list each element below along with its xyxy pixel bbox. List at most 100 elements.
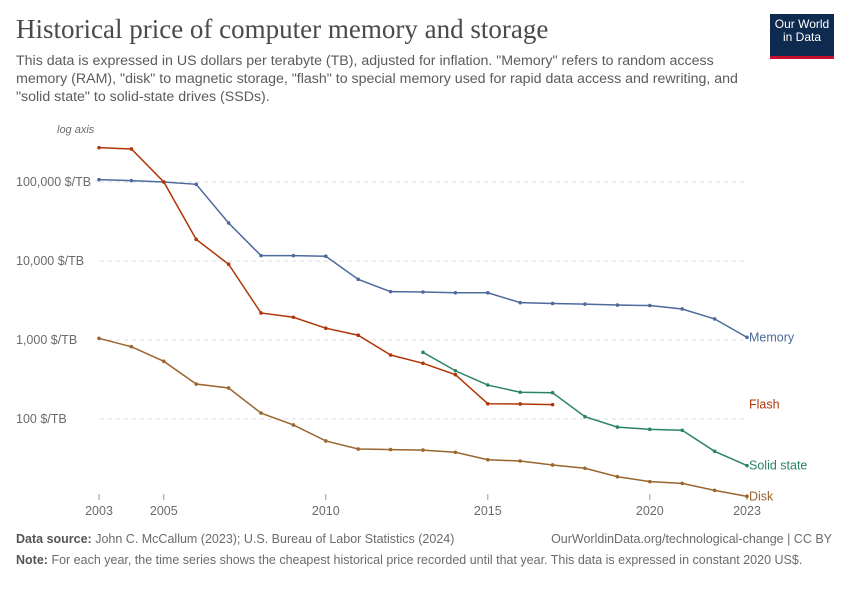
data-point (615, 425, 620, 429)
data-point (680, 307, 684, 311)
data-point (162, 359, 166, 364)
data-point (356, 333, 361, 338)
data-point (712, 488, 717, 493)
data-point (162, 180, 166, 184)
data-point (97, 145, 101, 150)
url-license[interactable]: OurWorldinData.org/technological-change … (551, 532, 832, 546)
data-point (291, 253, 296, 258)
data-point (453, 372, 458, 377)
data-point (421, 290, 425, 294)
data-point (97, 177, 101, 182)
x-tick-label: 2003 (85, 504, 113, 518)
data-point (129, 344, 134, 349)
data-point (259, 411, 263, 415)
data-point (324, 326, 328, 331)
series-line (98, 146, 553, 406)
note-text: For each year, the time series shows the… (51, 553, 803, 567)
data-point (712, 317, 717, 321)
data-point (388, 289, 393, 294)
x-tick-label: 2015 (474, 504, 502, 518)
logo-text: Our World in Data (774, 17, 830, 44)
series-label: Solid state (749, 459, 807, 473)
data-point (518, 459, 522, 463)
series-line (422, 351, 748, 467)
data-point (388, 447, 393, 452)
x-tick-label: 2023 (733, 504, 761, 518)
data-point (486, 401, 490, 406)
note: Note: For each year, the time series sho… (16, 552, 806, 569)
source-label: Data source: (16, 532, 92, 546)
data-point (356, 277, 361, 282)
series-solid-state: Solid state (421, 350, 807, 473)
x-tick-label: 2005 (150, 504, 178, 518)
data-point (324, 439, 328, 443)
data-point (648, 479, 652, 484)
series-memory: Memory (97, 177, 795, 344)
x-tick-label: 2010 (312, 504, 340, 518)
y-tick-label: 10,000 $/TB (16, 254, 84, 268)
chart-subtitle: This data is expressed in US dollars per… (16, 53, 738, 105)
data-point (486, 290, 490, 295)
series-label: Memory (749, 330, 795, 344)
data-point (648, 303, 652, 308)
data-point (129, 178, 134, 183)
y-tick-label: 100,000 $/TB (16, 175, 91, 189)
data-point (583, 466, 587, 471)
data-source: Data source: John C. McCallum (2023); U.… (16, 532, 454, 546)
data-point (550, 390, 555, 395)
data-point (453, 368, 458, 373)
data-point (129, 147, 134, 151)
series-line (98, 178, 748, 339)
y-grid: 100 $/TB 1,000 $/TB 10,000 $/TB 100,000 $/T… (16, 175, 745, 426)
data-point (518, 300, 522, 305)
data-point (421, 448, 425, 452)
data-point (486, 457, 490, 462)
note-label: Note: (16, 553, 48, 567)
y-tick-label: 100 $/TB (16, 412, 67, 426)
data-point (712, 449, 717, 454)
data-point (291, 423, 296, 427)
data-point (421, 350, 425, 355)
data-point (97, 336, 101, 341)
data-point (680, 481, 684, 486)
data-point (583, 302, 587, 306)
data-point (486, 383, 490, 387)
data-point (648, 427, 652, 432)
log-axis-note: log axis (57, 124, 95, 136)
data-point (518, 402, 522, 406)
data-point (324, 254, 328, 259)
series-flash: Flash (97, 145, 780, 412)
data-point (226, 262, 231, 267)
data-point (550, 463, 555, 467)
data-point (226, 386, 231, 390)
data-point (356, 447, 361, 451)
series-disk: Disk (97, 336, 774, 503)
data-point (745, 335, 749, 340)
source-text: John C. McCallum (2023); U.S. Bureau of … (95, 532, 455, 546)
data-point (421, 361, 425, 366)
owid-logo[interactable]: Our World in Data (770, 14, 834, 59)
x-tick-label: 2020 (636, 504, 664, 518)
data-point (194, 182, 198, 187)
chart-title: Historical price of computer memory and … (16, 14, 549, 44)
y-tick-label: 1,000 $/TB (16, 333, 77, 347)
data-point (453, 290, 458, 295)
data-point (453, 450, 458, 455)
data-point (226, 221, 231, 225)
data-point (745, 494, 749, 499)
data-point (518, 390, 522, 395)
data-point (259, 311, 263, 315)
data-point (291, 315, 296, 320)
data-point (615, 303, 620, 307)
data-point (583, 414, 587, 419)
data-point (388, 353, 393, 357)
data-point (259, 253, 263, 258)
data-point (194, 237, 198, 242)
series-lines: Memory Flash Solid state Disk (97, 145, 807, 503)
data-point (680, 428, 684, 433)
data-point (615, 474, 620, 479)
data-point (745, 463, 749, 468)
data-point (550, 301, 555, 306)
